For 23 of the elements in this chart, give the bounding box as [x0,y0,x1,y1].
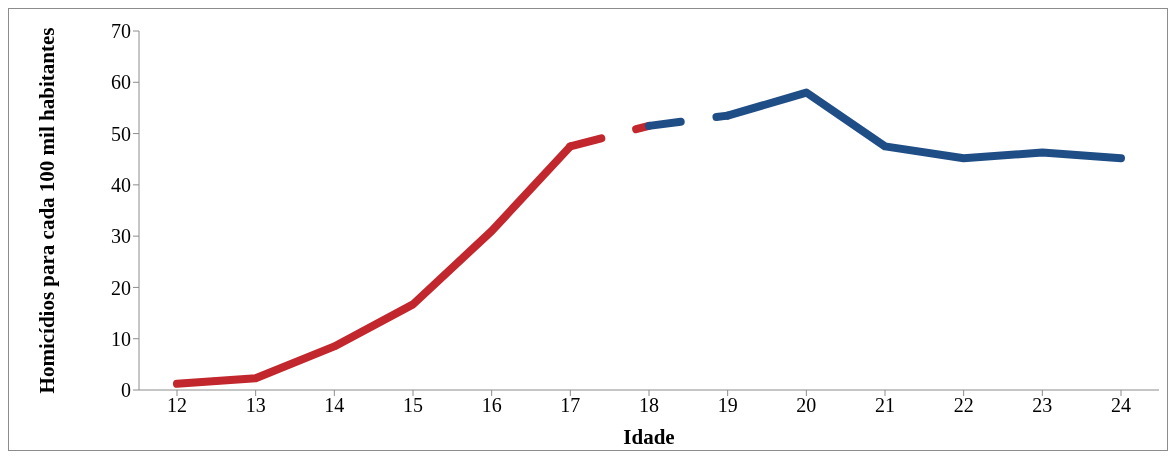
y-tick-label: 50 [111,122,131,145]
y-tick-label: 70 [111,20,131,43]
x-tick-label: 20 [796,394,817,417]
y-tick-label: 10 [111,327,131,350]
x-tick-label: 21 [875,394,895,417]
y-axis-title: Homicídios para cada 100 mil habitantes [35,27,60,394]
y-tick-label: 0 [121,379,131,402]
x-tick-label: 23 [1032,394,1053,417]
y-tick-label: 20 [111,276,131,299]
x-tick-label: 17 [560,394,581,417]
x-tick-label: 15 [403,394,423,417]
x-tick-label: 16 [481,394,502,417]
x-tick-label: 14 [324,394,345,417]
x-tick-label: 12 [167,394,187,417]
y-tick-label: 30 [111,225,131,248]
x-tick-label: 19 [717,394,738,417]
x-tick-label: 18 [639,394,659,417]
x-tick-label: 24 [1111,394,1131,417]
x-tick-label: 22 [953,394,974,417]
y-tick-label: 40 [111,173,131,196]
x-axis-title: Idade [623,425,675,449]
y-tick-label: 60 [111,71,131,94]
x-tick-label: 13 [245,394,266,417]
